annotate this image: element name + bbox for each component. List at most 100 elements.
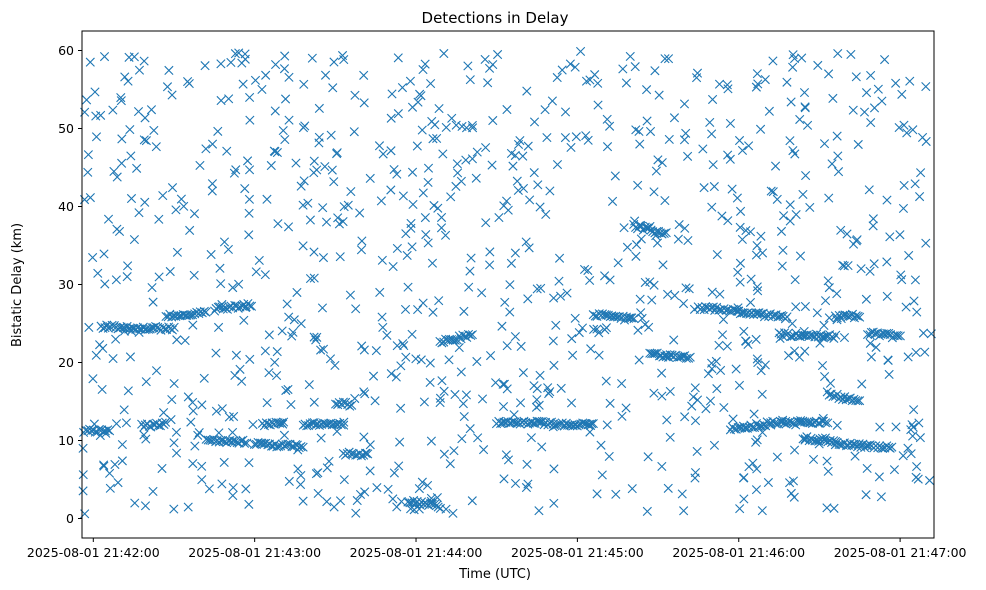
- detection-marker: [822, 456, 832, 466]
- detection-marker: [465, 75, 475, 85]
- detection-marker: [195, 160, 205, 171]
- detection-marker: [891, 78, 901, 88]
- detection-marker: [427, 258, 438, 268]
- detection-marker: [483, 78, 493, 88]
- detection-marker: [899, 180, 909, 191]
- detection-marker: [309, 156, 319, 166]
- detection-marker: [898, 451, 908, 461]
- detection-marker: [284, 115, 294, 125]
- detection-marker: [791, 302, 801, 312]
- detection-marker: [583, 265, 593, 276]
- detection-marker: [295, 479, 306, 490]
- detection-marker: [322, 463, 332, 473]
- detection-marker: [764, 106, 774, 116]
- detection-marker: [839, 261, 849, 271]
- detection-marker: [795, 114, 805, 125]
- detection-marker: [123, 76, 133, 86]
- detection-marker: [876, 443, 886, 453]
- detection-marker: [808, 454, 819, 465]
- detection-marker: [314, 132, 324, 142]
- detection-marker: [523, 141, 533, 151]
- detection-marker: [361, 448, 371, 459]
- detection-marker: [111, 419, 122, 429]
- detection-marker: [800, 301, 810, 312]
- detection-marker: [915, 192, 925, 202]
- detection-marker: [464, 282, 474, 292]
- detection-marker: [116, 96, 126, 106]
- detection-marker: [586, 344, 596, 354]
- detection-marker: [184, 78, 194, 89]
- detection-marker: [842, 229, 852, 239]
- detection-marker: [745, 309, 755, 319]
- detection-marker: [351, 304, 361, 314]
- y-axis-label: Bistatic Delay (km): [10, 223, 25, 347]
- detection-marker: [264, 368, 274, 378]
- detection-marker: [680, 412, 690, 422]
- detection-marker: [117, 439, 127, 450]
- detection-marker: [788, 146, 798, 156]
- detection-marker: [669, 113, 680, 123]
- detection-marker: [481, 142, 491, 153]
- detection-marker: [224, 94, 234, 104]
- detection-marker: [325, 354, 336, 364]
- detections-series: [78, 46, 936, 519]
- detection-marker: [166, 415, 176, 425]
- detection-marker: [463, 61, 473, 71]
- detection-marker: [622, 242, 633, 252]
- detection-marker: [270, 147, 280, 157]
- detection-marker: [439, 386, 449, 396]
- detection-marker: [82, 95, 92, 105]
- detection-marker: [897, 89, 907, 99]
- detection-marker: [778, 415, 788, 425]
- detection-marker: [515, 398, 526, 408]
- detection-marker: [158, 190, 168, 201]
- detection-marker: [910, 275, 921, 285]
- detection-marker: [605, 275, 615, 285]
- detection-marker: [217, 404, 227, 414]
- detection-marker: [283, 222, 294, 232]
- detection-marker: [350, 90, 360, 100]
- detection-marker: [407, 167, 418, 177]
- detection-marker: [491, 378, 501, 388]
- detection-marker: [820, 371, 830, 382]
- detection-marker: [382, 330, 392, 340]
- detection-marker: [197, 461, 207, 471]
- detection-marker: [345, 401, 355, 411]
- detection-marker: [554, 253, 565, 263]
- detection-marker: [893, 331, 903, 341]
- detection-marker: [248, 420, 258, 430]
- detection-marker: [912, 307, 922, 317]
- detection-marker: [723, 84, 733, 94]
- detection-marker: [318, 253, 329, 263]
- detection-marker: [651, 166, 661, 176]
- detection-marker: [329, 57, 339, 67]
- detection-marker: [679, 506, 689, 516]
- detection-marker: [432, 133, 442, 144]
- detection-marker: [797, 53, 807, 63]
- detection-marker: [83, 167, 93, 177]
- detection-marker: [744, 462, 754, 472]
- detection-marker: [679, 99, 690, 109]
- detection-marker: [471, 173, 481, 183]
- detection-marker: [454, 342, 464, 353]
- detection-marker: [583, 135, 593, 145]
- detection-marker: [822, 503, 832, 513]
- detection-marker: [89, 419, 99, 429]
- detection-marker: [733, 303, 743, 313]
- detection-marker: [641, 85, 652, 95]
- detection-marker: [420, 59, 430, 69]
- detection-marker: [363, 449, 373, 459]
- detection-marker: [775, 311, 785, 321]
- detection-marker: [566, 398, 577, 408]
- detection-marker: [100, 279, 110, 289]
- detection-marker: [450, 389, 460, 400]
- detection-marker: [505, 307, 515, 317]
- detection-marker: [204, 484, 214, 494]
- chart-title: Detections in Delay: [422, 9, 569, 27]
- detection-marker: [251, 267, 261, 277]
- detection-marker: [637, 313, 647, 323]
- detection-marker: [91, 132, 102, 142]
- x-tick-label: 2025-08-01 21:42:00: [27, 545, 160, 560]
- detection-marker: [339, 417, 349, 427]
- detection-marker: [396, 403, 406, 413]
